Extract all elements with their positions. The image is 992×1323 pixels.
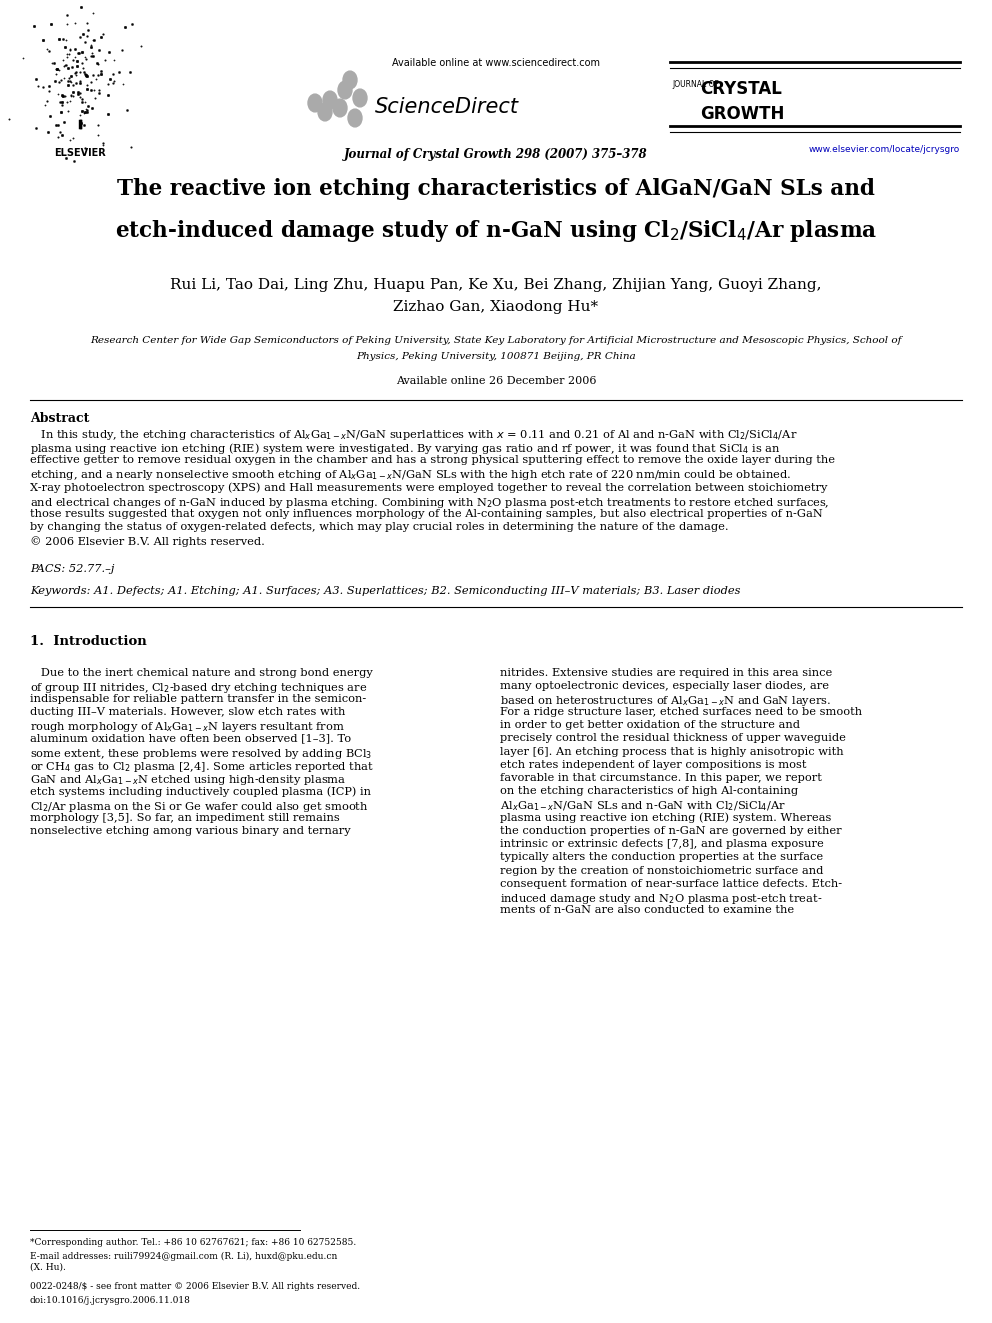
Text: etching, and a nearly nonselective smooth etching of Al$_x$Ga$_{1-x}$N/GaN SLs w: etching, and a nearly nonselective smoot…	[30, 468, 791, 483]
Text: JOURNAL OF: JOURNAL OF	[672, 79, 719, 89]
Text: Cl$_2$/Ar plasma on the Si or Ge wafer could also get smooth: Cl$_2$/Ar plasma on the Si or Ge wafer c…	[30, 799, 368, 814]
Text: Al$_x$Ga$_{1-x}$N/GaN SLs and n-GaN with Cl$_2$/SiCl$_4$/Ar: Al$_x$Ga$_{1-x}$N/GaN SLs and n-GaN with…	[500, 799, 786, 814]
Ellipse shape	[323, 91, 337, 108]
Text: ScienceDirect: ScienceDirect	[375, 97, 519, 116]
Text: X-ray photoelectron spectroscopy (XPS) and Hall measurements were employed toget: X-ray photoelectron spectroscopy (XPS) a…	[30, 482, 827, 492]
Text: nonselective etching among various binary and ternary: nonselective etching among various binar…	[30, 826, 350, 836]
Text: precisely control the residual thickness of upper waveguide: precisely control the residual thickness…	[500, 733, 846, 744]
Text: in order to get better oxidation of the structure and: in order to get better oxidation of the …	[500, 720, 800, 730]
Text: ducting III–V materials. However, slow etch rates with: ducting III–V materials. However, slow e…	[30, 706, 345, 717]
Text: based on heterostructures of Al$_x$Ga$_{1-x}$N and GaN layers.: based on heterostructures of Al$_x$Ga$_{…	[500, 693, 831, 708]
Text: Zizhao Gan, Xiaodong Hu*: Zizhao Gan, Xiaodong Hu*	[394, 300, 598, 314]
Ellipse shape	[353, 89, 367, 107]
Text: indispensable for reliable pattern transfer in the semicon-: indispensable for reliable pattern trans…	[30, 693, 366, 704]
Text: 0022-0248/$ - see front matter © 2006 Elsevier B.V. All rights reserved.: 0022-0248/$ - see front matter © 2006 El…	[30, 1282, 360, 1291]
Text: Keywords: A1. Defects; A1. Etching; A1. Surfaces; A3. Superlattices; B2. Semicon: Keywords: A1. Defects; A1. Etching; A1. …	[30, 586, 740, 595]
Text: Journal of Crystal Growth 298 (2007) 375–378: Journal of Crystal Growth 298 (2007) 375…	[344, 148, 648, 161]
Text: ments of n-GaN are also conducted to examine the: ments of n-GaN are also conducted to exa…	[500, 905, 795, 916]
Text: © 2006 Elsevier B.V. All rights reserved.: © 2006 Elsevier B.V. All rights reserved…	[30, 536, 265, 546]
Text: Abstract: Abstract	[30, 411, 89, 425]
Text: intrinsic or extrinsic defects [7,8], and plasma exposure: intrinsic or extrinsic defects [7,8], an…	[500, 839, 823, 849]
Ellipse shape	[318, 103, 332, 120]
Text: 1.  Introduction: 1. Introduction	[30, 635, 147, 648]
Text: the conduction properties of n-GaN are governed by either: the conduction properties of n-GaN are g…	[500, 826, 841, 836]
Text: Available online 26 December 2006: Available online 26 December 2006	[396, 376, 596, 386]
Text: Physics, Peking University, 100871 Beijing, PR China: Physics, Peking University, 100871 Beiji…	[356, 352, 636, 361]
Text: Research Center for Wide Gap Semiconductors of Peking University, State Key Labo: Research Center for Wide Gap Semiconduct…	[90, 336, 902, 345]
Text: or CH$_4$ gas to Cl$_2$ plasma [2,4]. Some articles reported that: or CH$_4$ gas to Cl$_2$ plasma [2,4]. So…	[30, 759, 374, 774]
Text: consequent formation of near-surface lattice defects. Etch-: consequent formation of near-surface lat…	[500, 878, 842, 889]
Text: (X. Hu).: (X. Hu).	[30, 1263, 65, 1271]
Text: rough morphology of Al$_x$Ga$_{1-x}$N layers resultant from: rough morphology of Al$_x$Ga$_{1-x}$N la…	[30, 720, 344, 734]
Text: *Corresponding author. Tel.: +86 10 62767621; fax: +86 10 62752585.: *Corresponding author. Tel.: +86 10 6276…	[30, 1238, 356, 1248]
Text: In this study, the etching characteristics of Al$_x$Ga$_{1-x}$N/GaN superlattice: In this study, the etching characteristi…	[30, 429, 798, 442]
Text: GROWTH: GROWTH	[700, 105, 785, 123]
Text: www.elsevier.com/locate/jcrysgro: www.elsevier.com/locate/jcrysgro	[808, 146, 960, 153]
Text: Rui Li, Tao Dai, Ling Zhu, Huapu Pan, Ke Xu, Bei Zhang, Zhijian Yang, Guoyi Zhan: Rui Li, Tao Dai, Ling Zhu, Huapu Pan, Ke…	[171, 278, 821, 292]
Text: For a ridge structure laser, etched surfaces need to be smooth: For a ridge structure laser, etched surf…	[500, 706, 862, 717]
Text: doi:10.1016/j.jcrysgro.2006.11.018: doi:10.1016/j.jcrysgro.2006.11.018	[30, 1297, 190, 1304]
Text: effective getter to remove residual oxygen in the chamber and has a strong physi: effective getter to remove residual oxyg…	[30, 455, 835, 464]
Text: aluminum oxidation have often been observed [1–3]. To: aluminum oxidation have often been obser…	[30, 733, 351, 744]
Text: and electrical changes of n-GaN induced by plasma etching. Combining with N$_2$O: and electrical changes of n-GaN induced …	[30, 496, 829, 509]
Ellipse shape	[308, 94, 322, 112]
Text: etch systems including inductively coupled plasma (ICP) in: etch systems including inductively coupl…	[30, 786, 371, 796]
Ellipse shape	[338, 81, 352, 99]
Text: CRYSTAL: CRYSTAL	[700, 79, 782, 98]
Text: nitrides. Extensive studies are required in this area since: nitrides. Extensive studies are required…	[500, 668, 832, 677]
Ellipse shape	[333, 99, 347, 116]
Ellipse shape	[343, 71, 357, 89]
Text: The reactive ion etching characteristics of AlGaN/GaN SLs and: The reactive ion etching characteristics…	[117, 179, 875, 200]
Text: PACS: 52.77.–j: PACS: 52.77.–j	[30, 564, 114, 573]
Text: GaN and Al$_x$Ga$_{1-x}$N etched using high-density plasma: GaN and Al$_x$Ga$_{1-x}$N etched using h…	[30, 773, 346, 787]
Text: etch rates independent of layer compositions is most: etch rates independent of layer composit…	[500, 759, 806, 770]
Text: of group III nitrides, Cl$_2$-based dry etching techniques are: of group III nitrides, Cl$_2$-based dry …	[30, 681, 367, 695]
Text: many optoelectronic devices, especially laser diodes, are: many optoelectronic devices, especially …	[500, 681, 829, 691]
Text: etch-induced damage study of n-GaN using Cl$_2$/SiCl$_4$/Ar plasma: etch-induced damage study of n-GaN using…	[115, 218, 877, 243]
Text: plasma using reactive ion etching (RIE) system. Whereas: plasma using reactive ion etching (RIE) …	[500, 812, 831, 823]
Text: some extent, these problems were resolved by adding BCl$_3$: some extent, these problems were resolve…	[30, 746, 372, 761]
Text: E-mail addresses: ruili79924@gmail.com (R. Li), huxd@pku.edu.cn: E-mail addresses: ruili79924@gmail.com (…	[30, 1252, 337, 1261]
Text: region by the creation of nonstoichiometric surface and: region by the creation of nonstoichiomet…	[500, 865, 823, 876]
Text: favorable in that circumstance. In this paper, we report: favorable in that circumstance. In this …	[500, 773, 822, 783]
Ellipse shape	[348, 108, 362, 127]
Text: on the etching characteristics of high Al-containing: on the etching characteristics of high A…	[500, 786, 799, 796]
Text: induced damage study and N$_2$O plasma post-etch treat-: induced damage study and N$_2$O plasma p…	[500, 892, 822, 906]
Text: plasma using reactive ion etching (RIE) system were investigated. By varying gas: plasma using reactive ion etching (RIE) …	[30, 442, 781, 456]
Text: ELSEVIER: ELSEVIER	[55, 148, 106, 157]
Text: Available online at www.sciencedirect.com: Available online at www.sciencedirect.co…	[392, 58, 600, 67]
Text: those results suggested that oxygen not only influences morphology of the Al-con: those results suggested that oxygen not …	[30, 509, 822, 519]
Text: morphology [3,5]. So far, an impediment still remains: morphology [3,5]. So far, an impediment …	[30, 812, 339, 823]
Text: layer [6]. An etching process that is highly anisotropic with: layer [6]. An etching process that is hi…	[500, 746, 843, 757]
Text: typically alters the conduction properties at the surface: typically alters the conduction properti…	[500, 852, 823, 863]
Text: by changing the status of oxygen-related defects, which may play crucial roles i: by changing the status of oxygen-related…	[30, 523, 729, 532]
Text: Due to the inert chemical nature and strong bond energy: Due to the inert chemical nature and str…	[30, 668, 373, 677]
